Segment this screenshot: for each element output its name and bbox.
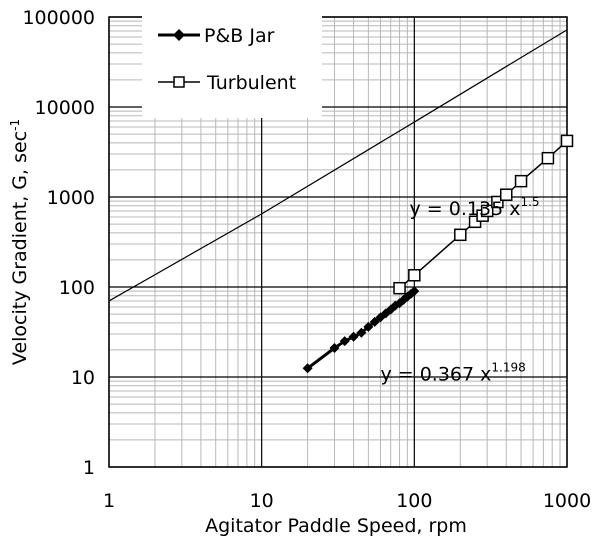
data-point-square — [454, 228, 467, 242]
data-point-square — [408, 269, 421, 282]
y-tick-label: 10 — [71, 367, 95, 389]
data-point-diamond — [356, 327, 367, 338]
data-point-square — [541, 151, 555, 165]
y-tick-label: 10000 — [35, 97, 95, 119]
data-point-square — [480, 204, 494, 218]
reference-line — [108, 29, 568, 302]
legend-label-turbulent: Turbulent — [206, 72, 296, 94]
data-point-diamond — [369, 316, 380, 327]
equation-exponent: 1.198 — [491, 360, 525, 374]
y-axis-label-group: Velocity Gradient, G, sec-1 — [8, 119, 31, 365]
legend-marker-diamond — [173, 29, 185, 41]
equation-exponent: 1.5 — [520, 195, 539, 209]
equation-base: y = 0.135 x — [410, 198, 521, 220]
data-point-diamond — [302, 363, 313, 374]
data-point-diamond — [409, 286, 420, 297]
data-point-diamond — [329, 343, 340, 354]
legend-item-pb-jar: P&B Jar — [158, 25, 275, 47]
legend-box — [142, 6, 322, 118]
data-point-diamond — [339, 336, 350, 347]
y-tick-label: 100 — [59, 277, 95, 299]
tick-labels: 1 10 100 1000 1 10 100 1000 10000 100000 — [22, 7, 591, 512]
y-tick-label: 1 — [83, 457, 95, 479]
plot-area-frame — [108, 16, 568, 468]
y-axis-label: Velocity Gradient, G, sec-1 — [8, 119, 31, 365]
equation-annotations: y = 0.135 x1.5 y = 0.367 x1.198 — [380, 195, 539, 385]
legend-label-pb-jar: P&B Jar — [204, 25, 275, 47]
data-point-square — [514, 174, 528, 188]
series-layer — [108, 29, 574, 374]
x-tick-label: 10 — [250, 490, 274, 512]
equation-annotation: y = 0.135 x1.5 — [410, 195, 540, 220]
data-point-diamond — [348, 331, 359, 342]
data-point-square — [499, 188, 513, 201]
equation-annotation: y = 0.367 x1.198 — [380, 360, 525, 385]
y-axis-label-superscript: -1 — [8, 119, 22, 131]
data-point-square — [491, 195, 504, 209]
x-axis-label: Agitator Paddle Speed, rpm — [205, 515, 467, 537]
data-point-diamond — [363, 321, 374, 332]
data-point-square — [560, 134, 574, 148]
y-tick-label: 1000 — [47, 187, 95, 209]
x-tick-label: 1 — [103, 490, 115, 512]
data-point-square — [393, 281, 406, 295]
equation-base: y = 0.367 x — [380, 363, 491, 385]
x-tick-label: 1000 — [543, 490, 591, 512]
y-axis-label-text: Velocity Gradient, G, sec — [9, 131, 31, 365]
x-tick-label: 100 — [396, 490, 432, 512]
legend-marker-square — [173, 76, 185, 88]
legend-item-turbulent: Turbulent — [158, 72, 296, 94]
y-tick-label: 100000 — [22, 7, 95, 29]
legend: P&B Jar Turbulent — [142, 6, 322, 118]
